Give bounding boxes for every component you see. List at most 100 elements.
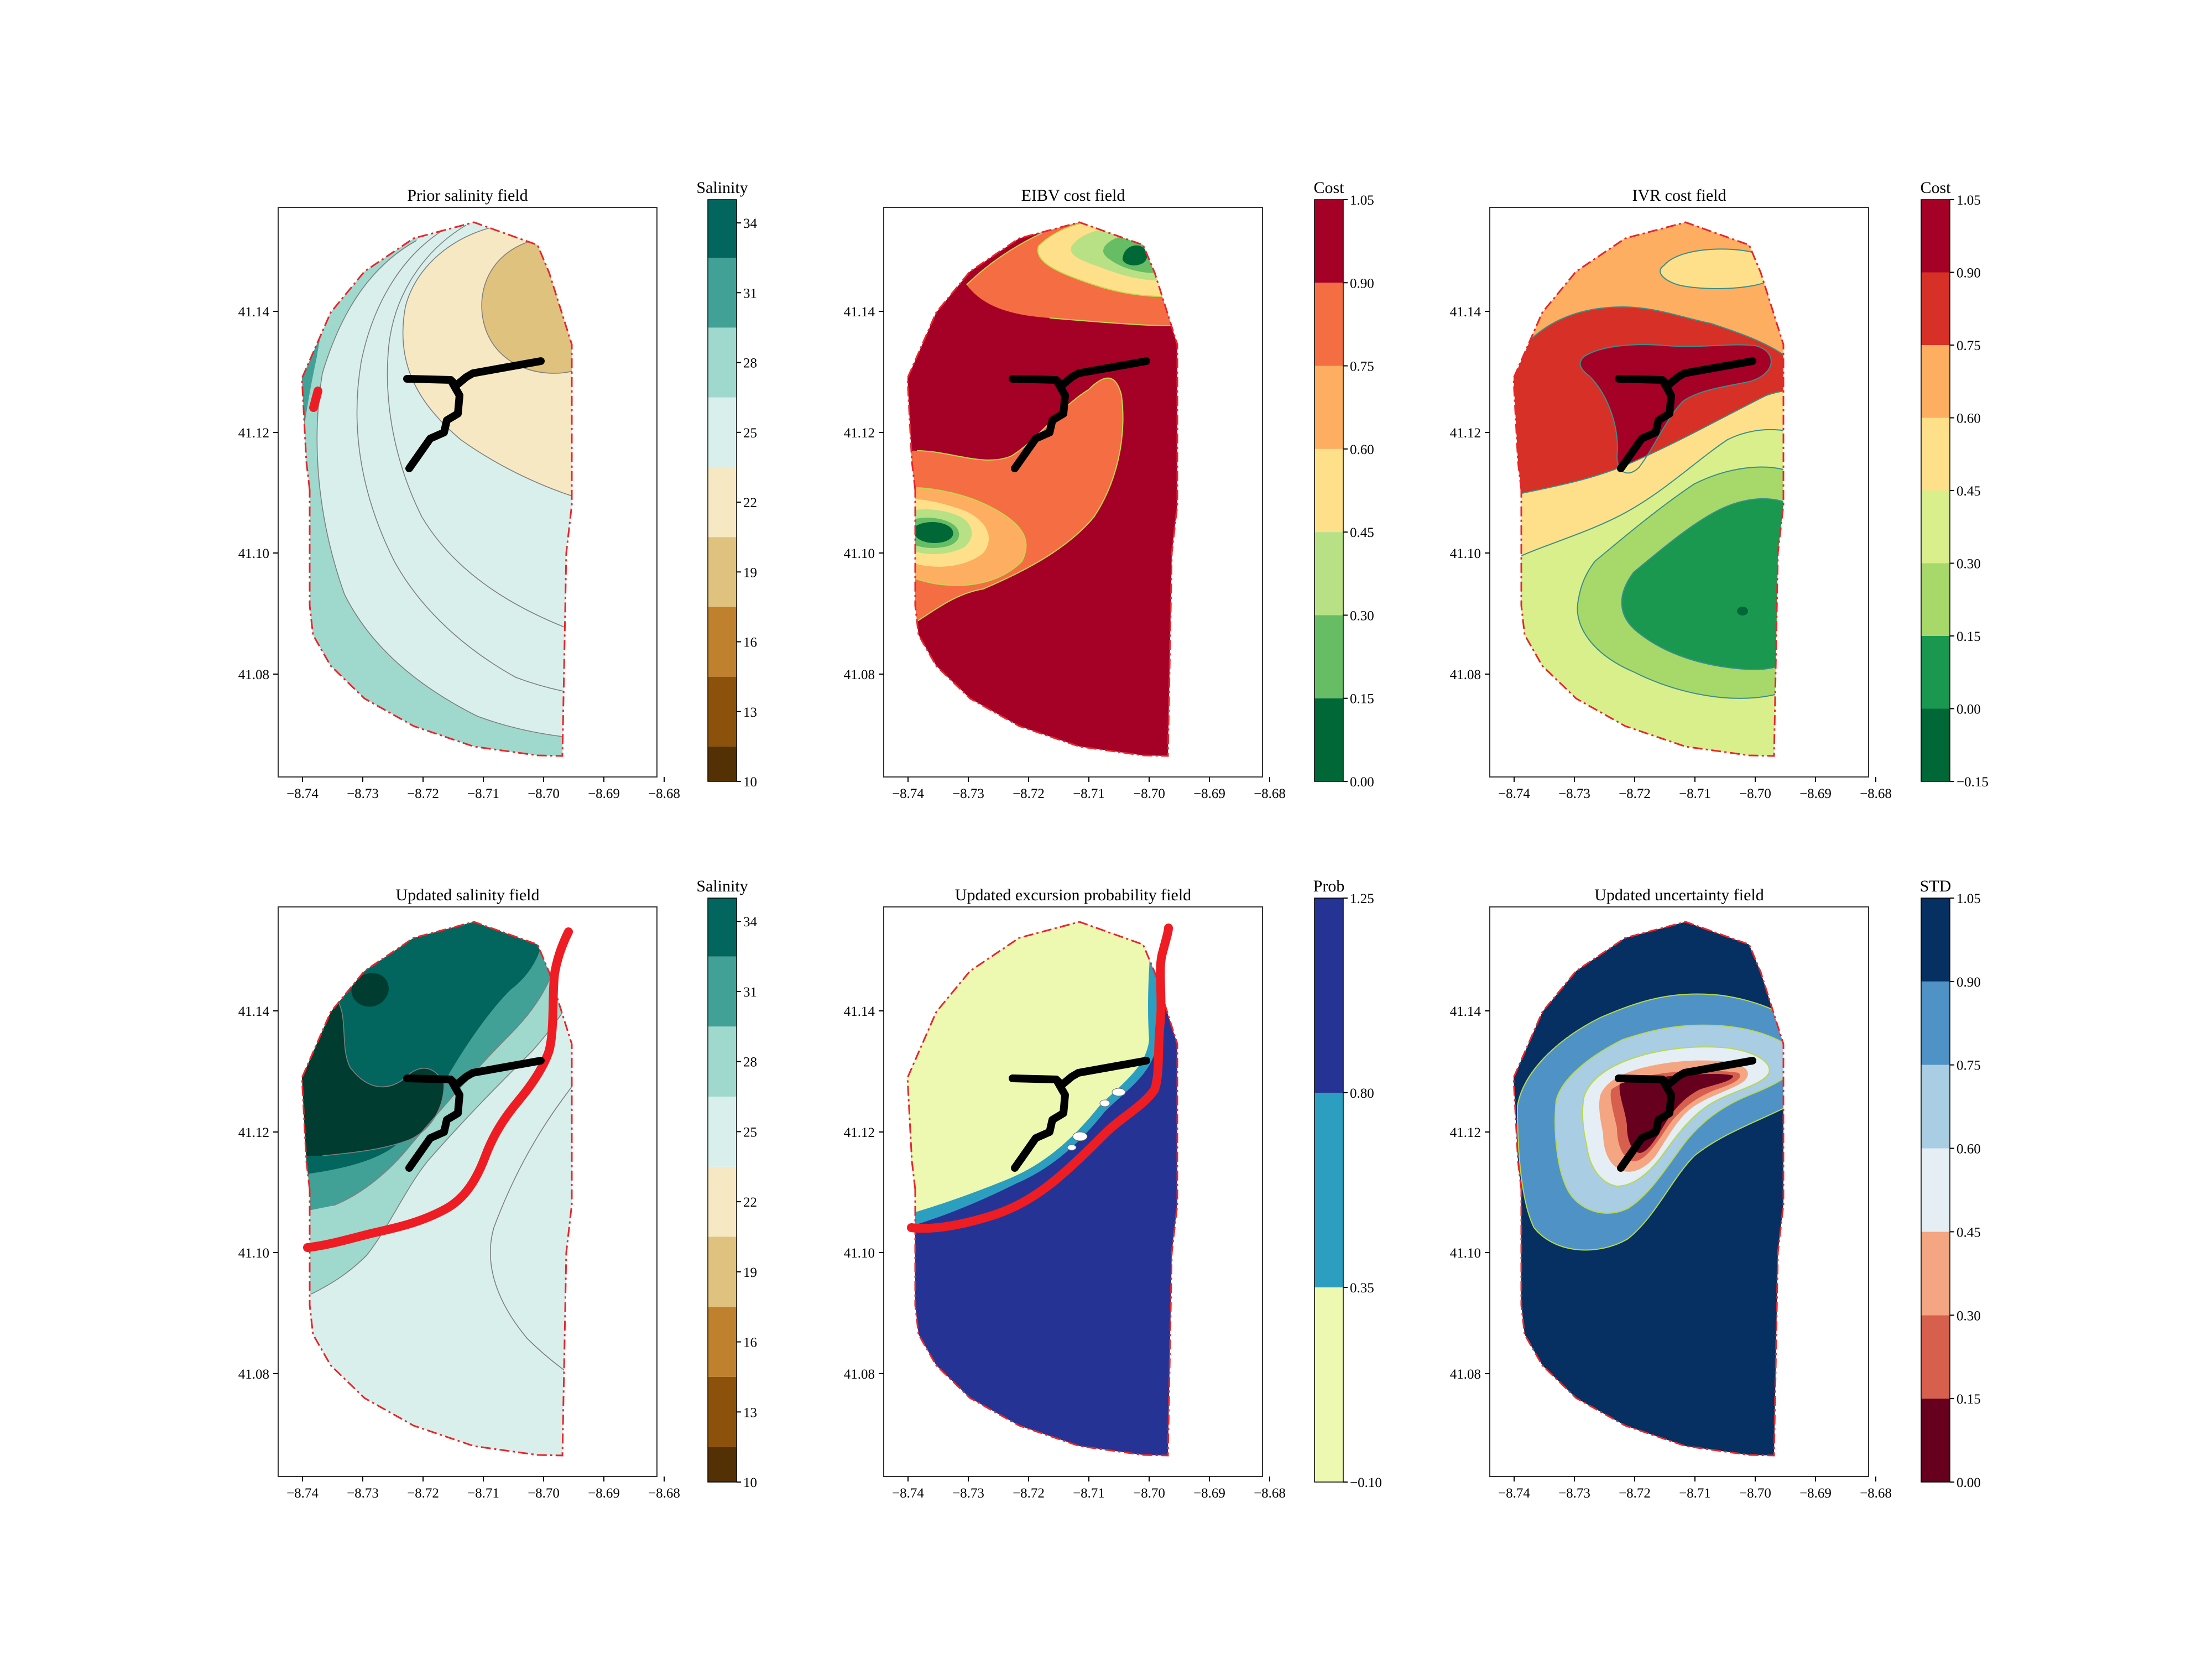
colorbar-tick-label: 0.00: [1957, 702, 1981, 717]
colorbar-segment: [1921, 272, 1950, 345]
x-tick-label: −8.72: [407, 786, 439, 801]
panel-eibv-cost: [883, 207, 1263, 778]
colorbar-segment: [1314, 615, 1343, 698]
vehicle-path: [1615, 357, 1756, 472]
colorbar-segment: [708, 1237, 737, 1307]
chart-title: Updated uncertainty field: [1594, 886, 1764, 904]
colorbar-tick-label: 28: [743, 356, 757, 371]
colorbar-segment: [1921, 898, 1950, 982]
colorbar-segment: [1921, 1065, 1950, 1149]
colorbar-segment: [1921, 1399, 1950, 1482]
colorbar-frame: [1921, 898, 1950, 1483]
colorbar-segment: [708, 1376, 737, 1447]
colorbar-tick-label: 0.15: [1350, 692, 1374, 707]
y-tick-label: 41.08: [1450, 1367, 1481, 1382]
panel-excursion-probability: [883, 906, 1263, 1477]
panel-annotations-eibv_cost: EIBV cost field −8.74 −8.73 −8.72 −8.71 −8.70…: [844, 179, 1374, 801]
contour-line: [311, 922, 572, 1295]
plot-frame: [278, 207, 658, 778]
colorbar-tick-label: 34: [743, 915, 758, 930]
colorbar-segment: [1314, 200, 1343, 283]
colorbar-tick-label: 25: [743, 426, 757, 441]
colorbar-title: Prob: [1313, 877, 1345, 895]
y-tick-label: 41.12: [844, 1125, 875, 1140]
colorbar-title: STD: [1920, 877, 1952, 895]
x-tick-label: −8.68: [648, 1486, 680, 1501]
contour-band: [1621, 498, 1783, 670]
contour-line: [907, 487, 1027, 586]
x-tick-label: −8.69: [1799, 786, 1832, 801]
x-tick-label: −8.71: [467, 1486, 499, 1501]
contour-line: [1579, 344, 1772, 474]
colorbar-segment: [708, 200, 737, 258]
colorbar-tick-label: −0.10: [1350, 1475, 1382, 1490]
colorbar-frame: [707, 199, 737, 782]
x-tick-label: −8.69: [1799, 1486, 1832, 1501]
colorbar-tick-label: 13: [743, 705, 757, 720]
colorbar-segment: [1921, 418, 1950, 491]
x-tick-label: −8.68: [648, 786, 680, 801]
panel-updated-uncertainty: [1489, 906, 1869, 1477]
x-tick-label: −8.72: [407, 1486, 439, 1501]
colorbar-segment: [708, 1097, 737, 1167]
x-tick-label: −8.69: [588, 1486, 620, 1501]
colorbar-segment: [708, 956, 737, 1027]
colorbar-segment: [1314, 532, 1343, 615]
contour-lines: [1067, 1088, 1126, 1151]
panel-annotations-updated_uncertainty: Updated uncertainty field −8.74 −8.73 −8.72…: [1450, 877, 1981, 1501]
contour-lines: [1514, 248, 1783, 699]
x-tick-label: −8.70: [1133, 1486, 1165, 1501]
x-tick-label: −8.70: [1739, 786, 1771, 801]
domain-boundary: [301, 221, 573, 757]
colorbar-segment: [708, 676, 737, 747]
y-tick-label: 41.10: [844, 546, 875, 561]
y-tick-label: 41.14: [1450, 1004, 1481, 1019]
panel-prior-salinity: [278, 207, 658, 778]
y-tick-label: 41.08: [238, 1367, 269, 1382]
x-tick-label: −8.69: [1193, 786, 1225, 801]
excursion-boundary: [303, 927, 573, 1252]
colorbar-segment: [1314, 1093, 1343, 1287]
x-tick-label: −8.73: [952, 1486, 984, 1501]
colorbar-segment: [1921, 1315, 1950, 1399]
colorbar-segment: [708, 898, 737, 957]
x-tick-label: −8.73: [347, 1486, 379, 1501]
colorbar-segment: [1314, 366, 1343, 449]
colorbar-tick-label: 0.15: [1957, 629, 1981, 644]
panel-ivr-cost: [1489, 207, 1869, 778]
colorbar-segment: [1314, 283, 1343, 366]
colorbar-tick-label: 0.60: [1957, 411, 1981, 426]
colorbar-tick-label: −0.15: [1957, 775, 1989, 790]
colorbar-tick-label: 0.00: [1957, 1475, 1981, 1490]
x-tick-label: −8.74: [286, 786, 319, 801]
colorbar-segment: [708, 607, 737, 677]
y-tick-label: 41.08: [844, 667, 875, 682]
x-tick-label: −8.70: [1739, 1486, 1771, 1501]
panel-updated-salinity: [278, 906, 658, 1477]
x-tick-label: −8.72: [1619, 1486, 1651, 1501]
colorbar-segment: [1921, 1232, 1950, 1316]
colorbar-tick-label: 19: [743, 565, 757, 580]
x-tick-label: −8.71: [1073, 1486, 1105, 1501]
contour-line: [907, 377, 1124, 628]
x-tick-label: −8.74: [892, 1486, 924, 1501]
contour-fill: [1514, 222, 1783, 756]
colorbar-tick-label: 22: [743, 495, 757, 510]
excursion-boundary: [309, 387, 322, 412]
x-tick-label: −8.73: [1558, 1486, 1590, 1501]
y-tick-label: 41.10: [238, 546, 269, 561]
contour-line: [1072, 1131, 1088, 1141]
contour-line: [1037, 222, 1177, 297]
colorbar-tick-label: 22: [743, 1195, 757, 1210]
colorbar-segment: [708, 1026, 737, 1097]
chart-title: EIBV cost field: [1021, 186, 1125, 205]
contour-line: [490, 934, 572, 1405]
colorbar-tick-label: 16: [743, 1335, 757, 1350]
colorbar-tick-label: 0.90: [1957, 266, 1981, 281]
contour-band: [317, 222, 572, 741]
contour-line: [402, 223, 572, 507]
panel-annotations-updated_salinity: Updated salinity field −8.74 −8.73 −8.72 −8.…: [238, 877, 758, 1501]
y-tick-label: 41.12: [1450, 426, 1481, 441]
plot-frame: [1489, 906, 1869, 1477]
